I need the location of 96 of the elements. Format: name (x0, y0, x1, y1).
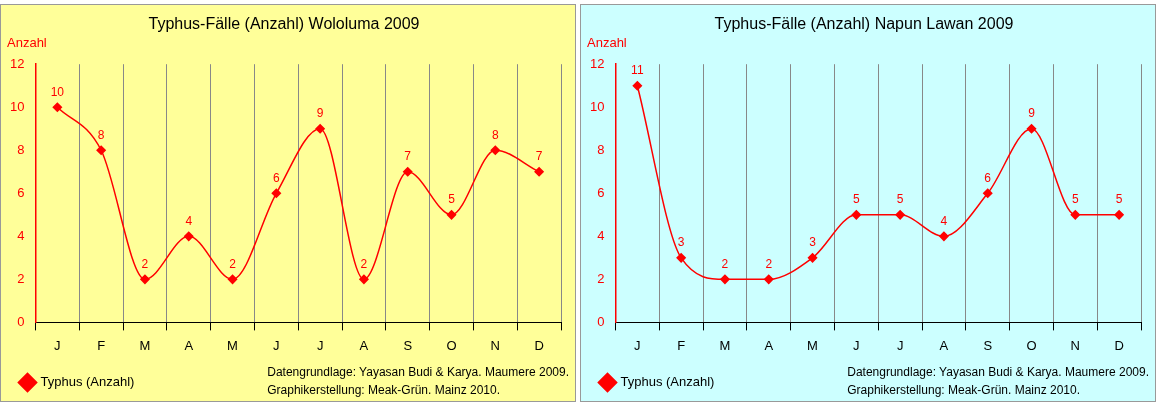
point (676, 253, 686, 263)
y-tick-label: 2 (17, 270, 25, 286)
chart-title: Typhus-Fälle (Anzahl) Napun Lawan 2009 (714, 15, 1014, 33)
data-label: 4 (185, 213, 193, 228)
x-tick-label: J (54, 337, 61, 353)
point (402, 167, 413, 177)
point (271, 188, 282, 199)
point (490, 145, 501, 156)
data-label: 2 (141, 256, 149, 271)
y-tick-label: 10 (589, 98, 605, 114)
y-axis-title: Anzahl (587, 35, 627, 51)
data-label: 5 (1071, 192, 1079, 207)
x-tick-label: O (446, 337, 457, 353)
x-tick-label: O (1026, 337, 1037, 353)
x-tick-label: F (97, 337, 106, 353)
point (895, 210, 905, 220)
y-tick-label: 6 (597, 184, 605, 200)
y-tick-label: 0 (597, 313, 605, 329)
x-tick-label: A (939, 337, 949, 353)
point (315, 124, 325, 134)
x-tick-label: M (719, 337, 731, 353)
x-tick-label: J (896, 337, 904, 353)
data-label: 3 (677, 235, 685, 250)
data-label: 10 (50, 84, 65, 99)
data-label: 11 (631, 63, 644, 78)
data-label: 9 (1028, 106, 1036, 121)
x-tick-label: J (853, 337, 860, 353)
x-tick-label: M (227, 337, 238, 353)
data-label: 3 (809, 235, 817, 250)
x-tick-label: A (764, 337, 774, 353)
point (534, 167, 544, 177)
chart-title: Typhus-Fälle (Anzahl) Wololuma 2009 (148, 15, 420, 33)
x-tick-label: M (807, 337, 818, 353)
legend-label: Typhus (Anzahl) (620, 374, 715, 390)
data-label: 2 (721, 256, 729, 271)
x-tick-label: A (184, 337, 194, 353)
point (720, 274, 730, 285)
data-label: 4 (940, 213, 948, 228)
y-tick-label: 12 (9, 55, 25, 71)
point (982, 188, 993, 199)
point (1070, 210, 1081, 220)
point (1114, 210, 1124, 220)
x-tick-label: N (1070, 337, 1080, 353)
point (632, 80, 643, 91)
y-tick-label: 10 (9, 98, 25, 114)
data-label: 5 (1115, 192, 1123, 207)
data-label: 6 (272, 170, 280, 185)
data-label: 2 (360, 256, 368, 271)
data-label: 5 (448, 192, 456, 207)
text: Graphikerstellung: Meak-Grün. Mainz 2010. (847, 382, 1082, 399)
x-tick-label: D (534, 337, 544, 353)
x-tick-label: J (273, 337, 280, 353)
x-tick-label: F (677, 337, 686, 353)
y-tick-label: 12 (589, 55, 605, 71)
x-tick-label: N (490, 337, 500, 353)
data-label: 2 (765, 256, 773, 271)
data-label: 6 (984, 170, 992, 185)
point (807, 253, 818, 263)
x-tick-label: J (316, 337, 324, 353)
data-label: 7 (404, 149, 412, 164)
data-label: 2 (229, 256, 237, 271)
x-tick-label: A (359, 337, 369, 353)
x-tick-label: D (1114, 337, 1124, 353)
text: Graphikerstellung: Meak-Grün. Mainz 2010. (267, 382, 502, 399)
point (939, 231, 949, 242)
point (183, 231, 194, 242)
point (763, 274, 774, 285)
point (359, 274, 369, 285)
y-axis-title: Anzahl (7, 35, 47, 51)
point (52, 102, 63, 112)
x-tick-label: S (983, 337, 993, 353)
x-tick-label: S (403, 337, 413, 353)
x-tick-label: J (634, 337, 641, 353)
y-tick-label: 2 (597, 270, 605, 286)
legend-label: Typhus (Anzahl) (40, 374, 135, 390)
y-tick-label: 8 (597, 141, 605, 157)
text: Datengrundlage: Yayasan Budi & Karya. Maumere 2009. (267, 364, 569, 381)
data-label: 5 (852, 192, 860, 207)
data-label: 9 (316, 106, 324, 121)
y-tick-label: 4 (597, 227, 605, 243)
y-tick-label: 6 (17, 184, 25, 200)
y-tick-label: 8 (17, 141, 25, 157)
text: Datengrundlage: Yayasan Budi & Karya. Maumere 2009. (847, 364, 1149, 381)
data-label: 5 (896, 192, 904, 207)
point (851, 210, 862, 220)
y-tick-label: 0 (17, 313, 25, 329)
data-label: 8 (491, 127, 499, 142)
x-tick-label: M (139, 337, 151, 353)
point (446, 210, 457, 220)
point (96, 145, 106, 156)
y-tick-label: 4 (17, 227, 25, 243)
point (227, 274, 238, 285)
point (140, 274, 150, 285)
data-label: 8 (97, 127, 105, 142)
data-label: 7 (535, 149, 543, 164)
point (1026, 124, 1037, 134)
